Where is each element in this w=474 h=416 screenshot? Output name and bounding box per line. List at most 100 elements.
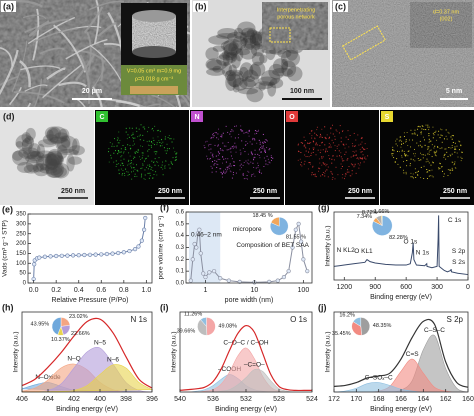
blob <box>286 66 303 82</box>
blob <box>225 69 244 77</box>
map-dot <box>215 132 217 134</box>
map-dot <box>403 150 405 152</box>
blob <box>232 77 248 91</box>
map-dot <box>453 164 455 166</box>
x-tick-label: 536 <box>207 396 219 403</box>
map-dot <box>210 138 212 140</box>
map-dot <box>298 151 300 153</box>
map-dot <box>253 157 255 159</box>
map-dot <box>146 141 148 143</box>
map-dot <box>427 126 429 128</box>
fibre <box>32 8 40 61</box>
map-dot <box>417 126 419 128</box>
map-dot <box>227 166 229 168</box>
pie-slice <box>380 215 383 226</box>
blob <box>37 153 60 171</box>
map-dot <box>152 177 154 179</box>
map-dot <box>146 166 148 168</box>
blob <box>45 160 65 178</box>
map-dot <box>157 161 159 163</box>
map-dot <box>240 167 242 169</box>
map-dot <box>313 141 315 143</box>
map-dot <box>312 140 314 142</box>
blob <box>239 78 256 89</box>
map-dot <box>133 137 135 139</box>
map-dot <box>239 160 241 162</box>
map-dot <box>244 151 246 153</box>
map-dot <box>428 141 430 143</box>
image-c: (c) d=0.37 nm (002) 5 nm <box>332 0 474 107</box>
map-dot <box>412 173 414 175</box>
map-dot <box>231 146 233 148</box>
map-dot <box>116 145 118 147</box>
map-dot <box>208 144 210 146</box>
pie-label: 35.45% <box>332 331 351 337</box>
blob <box>250 61 266 77</box>
blob <box>261 70 281 86</box>
map-dot <box>398 140 400 142</box>
blob <box>242 30 263 44</box>
map-dot <box>253 166 255 168</box>
map-dot <box>141 173 143 175</box>
map-dot <box>143 178 145 180</box>
map-dot <box>251 153 253 155</box>
map-dot <box>251 174 253 176</box>
map-dot <box>313 149 315 151</box>
map-dot <box>208 149 210 151</box>
scale-bar-label: 100 nm <box>290 88 314 95</box>
blob <box>49 136 68 144</box>
map-dot <box>402 142 404 144</box>
map-dot <box>264 139 266 141</box>
panel-label: (i) <box>160 302 169 312</box>
map-dot <box>156 130 158 132</box>
map-dot <box>219 148 221 150</box>
data-point <box>82 252 87 258</box>
map-dot <box>232 174 234 176</box>
map-dot <box>240 163 242 165</box>
map-dot <box>420 152 422 154</box>
y-tick-label: 150 <box>16 251 27 257</box>
map-dot <box>307 156 309 158</box>
map-dot <box>303 145 305 147</box>
map-dot <box>161 142 163 144</box>
map-dot <box>358 167 360 169</box>
map-dot <box>221 173 223 175</box>
map-dot <box>157 165 159 167</box>
blob <box>244 75 255 83</box>
map-dot <box>298 143 300 145</box>
fibre <box>91 86 103 107</box>
map-dot <box>133 167 135 169</box>
blob <box>227 31 247 42</box>
fibre <box>28 20 50 37</box>
data-point <box>305 269 310 274</box>
chart-title: O 1s <box>290 315 307 324</box>
map-dot <box>175 156 177 158</box>
map-dot <box>353 155 355 157</box>
data-point <box>198 251 203 256</box>
data-point <box>293 227 298 232</box>
map-dot <box>331 124 333 126</box>
map-dot <box>272 157 274 159</box>
map-dot <box>349 175 351 177</box>
map-dot <box>148 148 150 150</box>
map-dot <box>434 152 436 154</box>
map-dot <box>237 137 239 139</box>
map-dot <box>430 164 432 166</box>
map-dot <box>170 162 172 164</box>
map-dot <box>134 137 136 139</box>
map-dot <box>307 168 309 170</box>
map-dot <box>327 176 329 178</box>
map-dot <box>447 131 449 133</box>
map-dot <box>115 165 117 167</box>
annotation: N 1s <box>416 250 430 257</box>
map-dot <box>242 172 244 174</box>
map-dot <box>225 171 227 173</box>
blob <box>15 141 24 148</box>
data-point <box>42 254 48 259</box>
map-dot <box>222 171 224 173</box>
map-dot <box>232 130 234 132</box>
map-dot <box>217 164 219 166</box>
y-axis-label: Intensity (a.u.) <box>325 331 332 372</box>
map-dot <box>454 142 456 144</box>
map-dot <box>133 158 135 160</box>
